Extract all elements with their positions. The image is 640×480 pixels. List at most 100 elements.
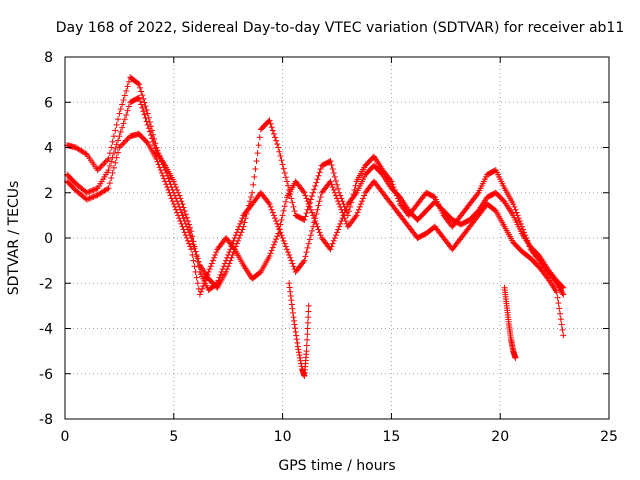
- data-point: [105, 167, 112, 174]
- data-point: [327, 246, 334, 253]
- y-tick-label: -8: [39, 412, 53, 428]
- data-point: [139, 92, 146, 99]
- data-point: [117, 143, 124, 150]
- data-point: [113, 141, 120, 148]
- data-point: [109, 169, 116, 176]
- data-point: [108, 158, 115, 165]
- data-point: [307, 206, 314, 213]
- data-point: [271, 134, 278, 141]
- data-point: [112, 159, 119, 166]
- data-point: [195, 263, 202, 270]
- data-point: [158, 169, 165, 176]
- data-point: [287, 288, 294, 295]
- x-axis-label: GPS time / hours: [278, 458, 395, 474]
- data-point: [159, 172, 166, 179]
- data-point: [171, 203, 178, 210]
- data-point: [313, 210, 320, 217]
- data-point: [236, 223, 243, 230]
- data-point: [304, 331, 311, 338]
- data-point: [82, 150, 89, 157]
- data-point: [512, 206, 519, 213]
- data-point: [91, 186, 98, 193]
- data-point: [193, 274, 200, 281]
- data-point: [287, 292, 294, 299]
- data-point: [316, 229, 323, 236]
- data-point: [311, 186, 318, 193]
- data-point: [208, 260, 215, 267]
- data-point: [279, 161, 286, 168]
- data-point: [329, 165, 336, 172]
- data-point: [141, 111, 148, 118]
- data-point: [315, 226, 322, 233]
- data-point: [317, 232, 324, 239]
- y-axis-label: SDTVAR / TECUs: [6, 181, 22, 296]
- data-point: [186, 240, 193, 247]
- data-point: [219, 266, 226, 273]
- data-point: [294, 343, 301, 350]
- data-point: [554, 294, 561, 301]
- data-point: [294, 339, 301, 346]
- data-point: [165, 186, 172, 193]
- data-point: [275, 230, 282, 237]
- data-point: [177, 218, 184, 225]
- data-point: [224, 254, 231, 261]
- data-point: [230, 244, 237, 251]
- data-point: [308, 227, 315, 234]
- data-point: [304, 336, 311, 343]
- data-point: [144, 110, 151, 117]
- data-point: [307, 232, 314, 239]
- data-point: [306, 236, 313, 243]
- data-point: [162, 178, 169, 185]
- data-point: [225, 251, 232, 258]
- data-point: [273, 236, 280, 243]
- data-point: [288, 257, 295, 264]
- data-point: [270, 241, 277, 248]
- data-point: [188, 246, 195, 253]
- data-point: [270, 212, 277, 219]
- data-point: [172, 184, 179, 191]
- data-point: [213, 249, 220, 256]
- data-point: [305, 240, 312, 247]
- data-point: [288, 301, 295, 308]
- data-point: [335, 198, 342, 205]
- data-point: [254, 150, 261, 157]
- data-point: [330, 237, 337, 244]
- data-point: [220, 263, 227, 270]
- data-point: [193, 253, 200, 260]
- data-point: [203, 274, 210, 281]
- data-point: [181, 229, 188, 236]
- data-point: [108, 144, 115, 151]
- data-point: [190, 257, 197, 264]
- data-point: [213, 281, 220, 288]
- y-tick-label: -6: [39, 367, 53, 383]
- data-point: [281, 203, 288, 210]
- data-point: [151, 142, 158, 149]
- data-point: [252, 165, 259, 172]
- data-point: [278, 216, 285, 223]
- data-point: [307, 196, 314, 203]
- data-point: [91, 193, 98, 200]
- data-points: [64, 74, 567, 380]
- data-point: [332, 232, 339, 239]
- y-tick-label: 2: [44, 186, 53, 202]
- data-point: [352, 213, 359, 220]
- data-point: [268, 206, 275, 213]
- data-point: [286, 280, 293, 287]
- data-point: [176, 192, 183, 199]
- data-point: [559, 283, 566, 290]
- data-point: [315, 172, 322, 179]
- data-point: [119, 141, 126, 148]
- data-point: [557, 316, 564, 323]
- data-point: [303, 195, 310, 202]
- data-point: [317, 193, 324, 200]
- data-point: [302, 253, 309, 260]
- data-point: [112, 145, 119, 152]
- data-point: [326, 158, 333, 165]
- data-point: [310, 189, 317, 196]
- data-point: [308, 193, 315, 200]
- data-point: [109, 138, 116, 145]
- data-point: [331, 235, 338, 241]
- data-point: [138, 101, 145, 108]
- data-point: [192, 268, 199, 275]
- data-point: [283, 246, 290, 253]
